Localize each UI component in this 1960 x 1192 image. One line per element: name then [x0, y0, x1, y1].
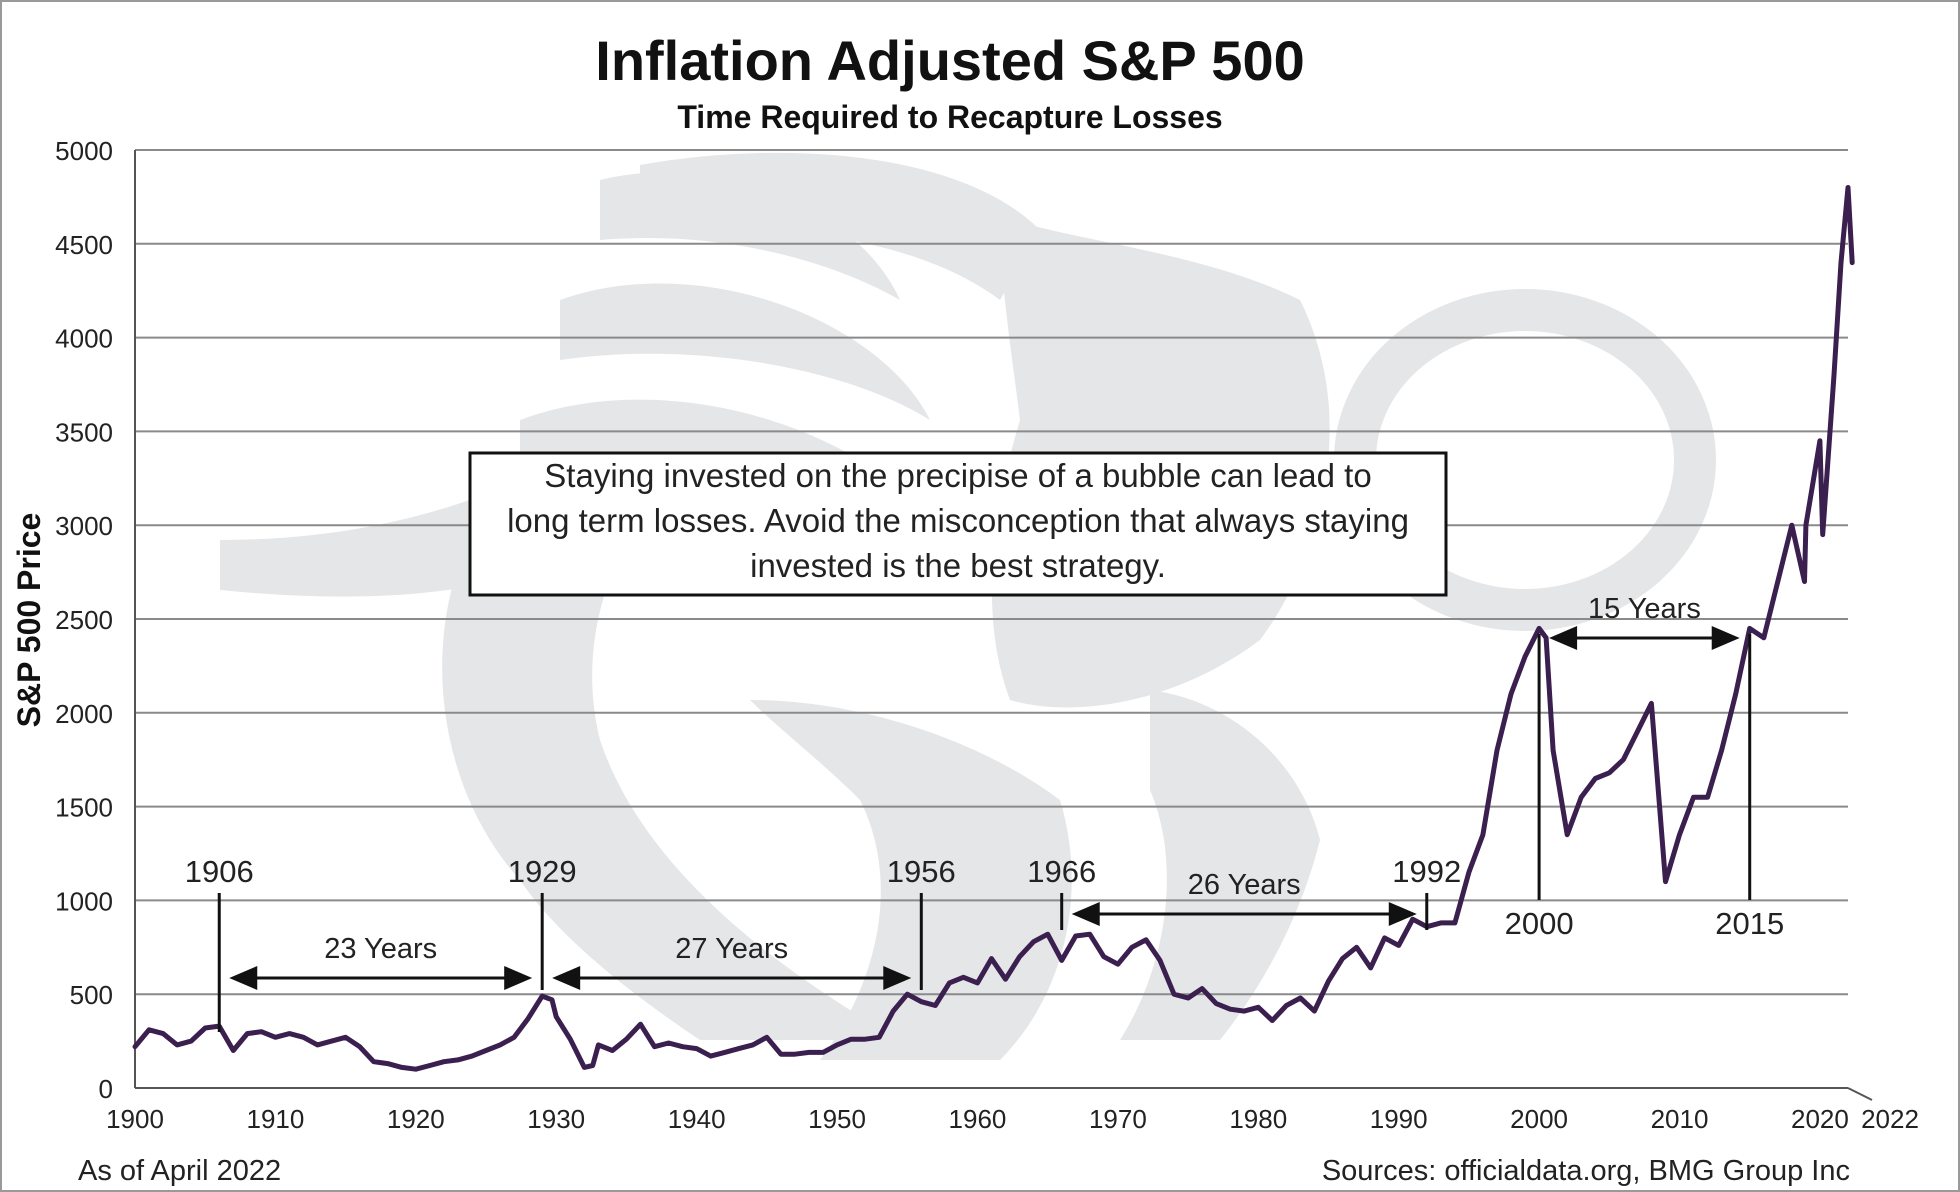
x-tick-label: 1990 [1370, 1104, 1428, 1134]
x-tick-label: 1980 [1229, 1104, 1287, 1134]
note-text: Staying invested on the precipise of a b… [507, 457, 1409, 584]
sources-credit: Sources: officialdata.org, BMG Group Inc [1322, 1155, 1850, 1187]
span-arrowhead-left [1549, 626, 1578, 650]
note-line: long term losses. Avoid the misconceptio… [507, 502, 1409, 539]
as-of-date: As of April 2022 [78, 1155, 281, 1187]
span-arrowhead-right [1388, 902, 1417, 926]
span-label: 26 Years [1188, 869, 1301, 901]
chart-title: Inflation Adjusted S&P 500 [595, 29, 1304, 92]
span-arrowhead-left [552, 966, 581, 990]
y-tick-label: 4000 [55, 324, 113, 354]
x-tick-label: 2020 [1791, 1104, 1849, 1134]
x-tick-label: 1930 [527, 1104, 585, 1134]
y-tick-label: 5000 [55, 136, 113, 166]
marker-label-2000: 2000 [1505, 906, 1574, 941]
x-tick-label: 1960 [949, 1104, 1007, 1134]
y-tick-label: 2500 [55, 605, 113, 635]
span-label: 27 Years [675, 933, 788, 965]
span-arrowhead-right [504, 966, 533, 990]
x-tick-label: 1950 [808, 1104, 866, 1134]
chart-subtitle: Time Required to Recapture Losses [677, 99, 1222, 135]
marker-label-1906: 1906 [185, 854, 254, 889]
span-arrowhead-left [1071, 902, 1100, 926]
recovery-spans: 23 Years 27 Years 26 Years 15 Years [229, 593, 1740, 990]
marker-label-1956: 1956 [887, 854, 956, 889]
note-line: invested is the best strategy. [750, 547, 1166, 584]
year-markers: 1906 1929 1956 1966 1992 2000 2015 [185, 634, 1784, 1032]
x-tick-label: 1910 [246, 1104, 304, 1134]
span-label: 23 Years [324, 933, 437, 965]
y-tick-label: 0 [99, 1074, 113, 1104]
y-tick-label: 1000 [55, 886, 113, 916]
span-arrowhead-right [883, 966, 912, 990]
note-box [468, 451, 1448, 597]
marker-label-1992: 1992 [1392, 854, 1461, 889]
marker-label-2015: 2015 [1715, 906, 1784, 941]
marker-label-1966: 1966 [1027, 854, 1096, 889]
y-tick-label: 4500 [55, 230, 113, 260]
y-axis-label: S&P 500 Price [11, 513, 47, 728]
x-tick-label: 1940 [668, 1104, 726, 1134]
y-tick-labels: 0 500 1000 1500 2000 2500 3000 3500 4000 4500 5000 [55, 136, 113, 1104]
x-tick-label: 1970 [1089, 1104, 1147, 1134]
note-line: Staying invested on the precipise of a b… [544, 457, 1371, 494]
x-tick-label: 2010 [1651, 1104, 1709, 1134]
span-label: 15 Years [1588, 593, 1701, 625]
x-tick-label: 2000 [1510, 1104, 1568, 1134]
marker-label-1929: 1929 [508, 854, 577, 889]
y-tick-label: 500 [70, 980, 113, 1010]
y-tick-label: 1500 [55, 793, 113, 823]
x-tick-labels: 1900 1910 1920 1930 1940 1950 1960 1970 1980 1990… [106, 1104, 1919, 1134]
y-tick-label: 3000 [55, 511, 113, 541]
span-arrowhead-left [229, 966, 258, 990]
span-arrowhead-right [1711, 626, 1740, 650]
y-tick-label: 3500 [55, 417, 113, 447]
x-axis-break-tail [1847, 1087, 1873, 1101]
x-tick-label: 2022 [1861, 1104, 1919, 1134]
x-tick-label: 1920 [387, 1104, 445, 1134]
y-tick-label: 2000 [55, 699, 113, 729]
sp500-series-line [132, 185, 1855, 1072]
x-tick-label: 1900 [106, 1104, 164, 1134]
